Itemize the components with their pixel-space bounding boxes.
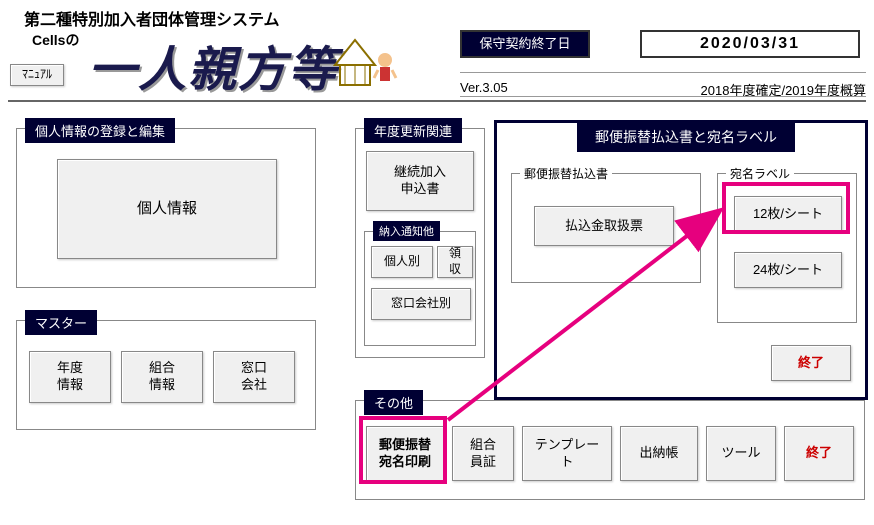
by-company-button[interactable]: 窓口会社別: [371, 288, 471, 320]
sheet-24-button[interactable]: 24枚/シート: [734, 252, 842, 288]
payment-notice-label: 納入通知他: [373, 221, 440, 241]
label-group: 宛名ラベル 12枚/シート 24枚/シート: [717, 173, 857, 323]
popup-close-button[interactable]: 終了: [771, 345, 851, 381]
postal-print-button[interactable]: 郵便振替 宛名印刷: [366, 426, 444, 481]
individual-button[interactable]: 個人別: [371, 246, 433, 278]
payment-slip-button[interactable]: 払込金取扱票: [534, 206, 674, 246]
union-info-button[interactable]: 組合 情報: [121, 351, 203, 403]
master-panel-title: マスター: [25, 310, 97, 335]
manual-button[interactable]: ﾏﾆｭｱﾙ: [10, 64, 64, 86]
main-title: 一人親方等: [88, 30, 338, 100]
postal-popup: 郵便振替払込書と宛名ラベル 郵便振替払込書 払込金取扱票 宛名ラベル 12枚/シ…: [494, 120, 868, 400]
receipt-button[interactable]: 領収: [437, 246, 473, 278]
postal-slip-group: 郵便振替払込書 払込金取扱票: [511, 173, 701, 283]
continue-app-button[interactable]: 継続加入 申込書: [366, 151, 474, 211]
system-title: 第二種特別加入者団体管理システム: [24, 6, 280, 30]
exit-button[interactable]: 終了: [784, 426, 854, 481]
sheet-12-button[interactable]: 12枚/シート: [734, 196, 842, 232]
other-panel: その他 郵便振替 宛名印刷 組合 員証 テンプレート 出納帳 ツール 終了: [355, 400, 865, 500]
payment-notice-sub: 納入通知他 個人別 領収 窓口会社別: [364, 231, 476, 346]
yearly-panel: 年度更新関連 継続加入 申込書 納入通知他 個人別 領収 窓口会社別: [355, 128, 485, 358]
member-cert-button[interactable]: 組合 員証: [452, 426, 514, 481]
postal-popup-title: 郵便振替払込書と宛名ラベル: [577, 122, 795, 152]
label-group-label: 宛名ラベル: [726, 165, 794, 182]
personal-info-button[interactable]: 個人情報: [57, 159, 277, 259]
maint-date: 2020/03/31: [640, 30, 860, 58]
postal-slip-label: 郵便振替払込書: [520, 165, 612, 182]
company-button[interactable]: 窓口 会社: [213, 351, 295, 403]
personal-panel: 個人情報の登録と編集 個人情報: [16, 128, 316, 288]
version-label: Ver.3.05: [460, 80, 508, 95]
yearly-panel-title: 年度更新関連: [364, 118, 462, 143]
cells-label: Cellsの: [32, 30, 79, 50]
tool-button[interactable]: ツール: [706, 426, 776, 481]
logo-icon: [330, 30, 400, 90]
other-panel-title: その他: [364, 390, 423, 415]
maint-label: 保守契約終了日: [460, 30, 590, 58]
personal-panel-title: 個人情報の登録と編集: [25, 118, 175, 143]
master-panel: マスター 年度 情報 組合 情報 窓口 会社: [16, 320, 316, 430]
year-info-button[interactable]: 年度 情報: [29, 351, 111, 403]
template-button[interactable]: テンプレート: [522, 426, 612, 481]
ledger-button[interactable]: 出納帳: [620, 426, 698, 481]
